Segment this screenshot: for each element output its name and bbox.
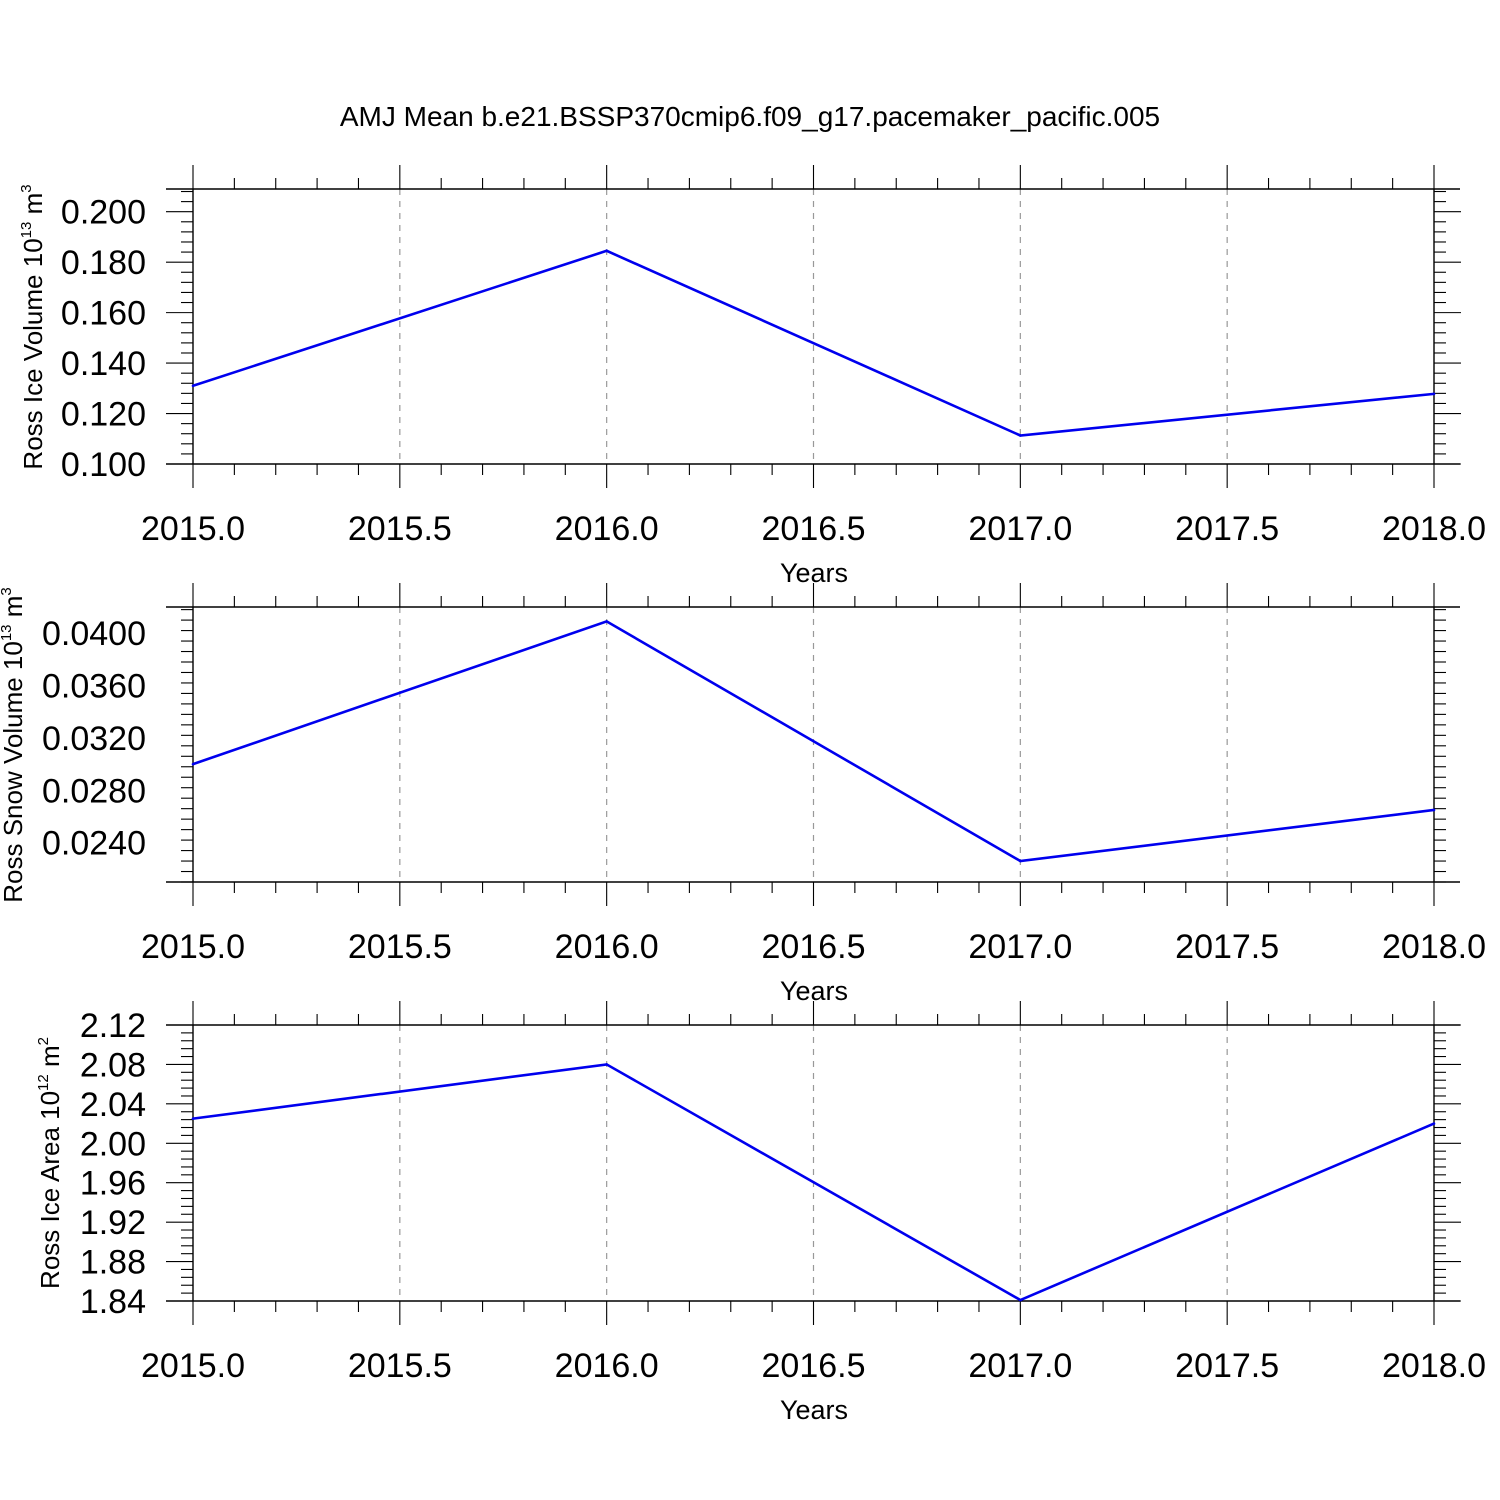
series-line bbox=[192, 249, 1435, 437]
data-point bbox=[1019, 859, 1022, 863]
y-tick-label: 0.180 bbox=[61, 244, 146, 282]
x-tick-label: 2016.5 bbox=[762, 1347, 866, 1385]
x-tick-label: 2015.5 bbox=[348, 510, 452, 548]
y-tick-label: 2.04 bbox=[80, 1086, 146, 1124]
y-tick-label: 0.200 bbox=[61, 194, 146, 232]
y-tick-label: 0.100 bbox=[61, 446, 146, 484]
y-tick-label: 1.84 bbox=[80, 1283, 146, 1321]
data-point bbox=[191, 384, 195, 388]
y-tick-label: 1.96 bbox=[80, 1165, 146, 1203]
x-tick-label: 2016.0 bbox=[555, 510, 659, 548]
y-tick-label: 0.0280 bbox=[42, 772, 146, 810]
x-tick-label: 2016.5 bbox=[762, 510, 866, 548]
x-tick-label: 2018.0 bbox=[1382, 1347, 1486, 1385]
x-tick-label: 2017.5 bbox=[1175, 1347, 1279, 1385]
series-line bbox=[192, 1063, 1435, 1302]
x-tick-label: 2017.5 bbox=[1175, 510, 1279, 548]
x-axis-label: Years bbox=[780, 1395, 848, 1425]
x-tick-label: 2016.5 bbox=[762, 928, 866, 966]
y-tick-label: 0.140 bbox=[61, 345, 146, 383]
series-line bbox=[192, 619, 1435, 863]
x-tick-label: 2016.0 bbox=[555, 1347, 659, 1385]
data-point bbox=[1019, 1298, 1022, 1302]
y-axis-label: Ross Ice Volume 1013 m3 bbox=[18, 184, 48, 469]
y-tick-label: 0.0240 bbox=[42, 825, 146, 863]
x-tick-label: 2017.0 bbox=[968, 928, 1072, 966]
panel-3: 2015.0 2015.5 2016.0 2016.5 2017.0 2017.5 2018… bbox=[35, 1001, 1486, 1425]
y-tick-label: 0.0360 bbox=[42, 668, 146, 706]
x-tick-label: 2015.0 bbox=[141, 510, 245, 548]
x-tick-label: 2015.5 bbox=[348, 1347, 452, 1385]
x-tick-label: 2016.0 bbox=[555, 928, 659, 966]
panel-1: 2015.0 2015.5 2016.0 2016.5 2017.0 2017.5 2018… bbox=[18, 165, 1486, 588]
x-tick-label: 2017.0 bbox=[968, 510, 1072, 548]
x-tick-label: 2015.5 bbox=[348, 928, 452, 966]
panel-2: 2015.0 2015.5 2016.0 2016.5 2017.0 2017.5 2018… bbox=[0, 583, 1486, 1006]
data-point bbox=[1432, 1122, 1436, 1125]
x-tick-label: 2018.0 bbox=[1382, 510, 1486, 548]
y-axis-label: Ross Ice Area 1012 m2 bbox=[35, 1037, 65, 1289]
x-tick-label: 2018.0 bbox=[1382, 928, 1486, 966]
y-tick-label: 0.160 bbox=[61, 295, 146, 333]
y-tick-label: 2.00 bbox=[80, 1125, 146, 1163]
data-point bbox=[191, 1117, 195, 1120]
data-point bbox=[1432, 808, 1436, 812]
y-tick-label: 2.08 bbox=[80, 1046, 146, 1084]
x-tick-label: 2017.5 bbox=[1175, 928, 1279, 966]
y-tick-label: 2.12 bbox=[80, 1007, 146, 1045]
figure-title: AMJ Mean b.e21.BSSP370cmip6.f09_g17.pace… bbox=[340, 101, 1160, 132]
data-point bbox=[605, 1063, 608, 1066]
y-tick-label: 1.92 bbox=[80, 1204, 146, 1242]
y-axis-label: Ross Snow Volume 1013 m3 bbox=[0, 587, 28, 903]
data-point bbox=[191, 762, 195, 766]
x-tick-label: 2017.0 bbox=[968, 1347, 1072, 1385]
y-tick-label: 0.0400 bbox=[42, 615, 146, 653]
y-tick-label: 1.88 bbox=[80, 1244, 146, 1282]
y-tick-label: 0.0320 bbox=[42, 720, 146, 758]
data-point bbox=[1432, 392, 1436, 396]
data-point bbox=[1019, 434, 1022, 437]
y-tick-label: 0.120 bbox=[61, 396, 146, 434]
data-point bbox=[605, 620, 608, 623]
x-tick-label: 2015.0 bbox=[141, 928, 245, 966]
data-point bbox=[605, 249, 608, 253]
x-tick-label: 2015.0 bbox=[141, 1347, 245, 1385]
